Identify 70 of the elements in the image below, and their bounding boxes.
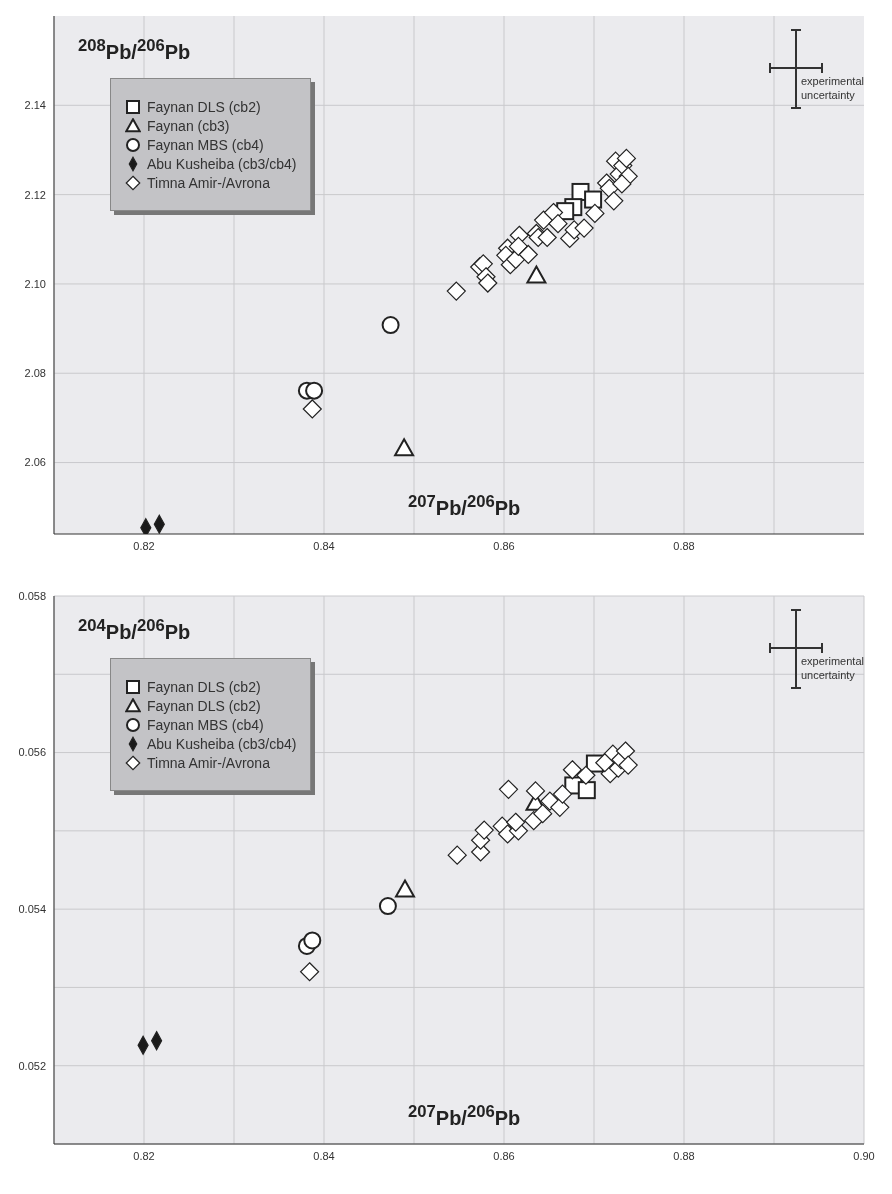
point	[616, 148, 636, 169]
y-tick-label: 2.06	[24, 456, 46, 469]
point	[585, 203, 605, 223]
point	[574, 218, 594, 238]
point	[612, 174, 632, 194]
point	[302, 399, 322, 419]
point	[378, 897, 397, 916]
y-tick-label: 0.052	[18, 1059, 46, 1072]
x-tick-label: 0.88	[673, 1149, 695, 1162]
point	[303, 931, 322, 950]
point	[534, 210, 554, 230]
point	[526, 265, 547, 284]
legend-label: Faynan DLS (cb2)	[147, 98, 261, 115]
point	[552, 784, 573, 804]
point	[576, 765, 596, 785]
legend-label: Timna Amir-/Avrona	[147, 174, 270, 191]
y-axis-title: $^{208}$Pb/$^{206}$Pb	[78, 36, 191, 64]
x-tick-label: 0.86	[493, 1149, 515, 1162]
y-tick-label: 0.058	[18, 589, 46, 602]
point	[447, 845, 467, 865]
point	[305, 381, 324, 400]
point	[506, 812, 526, 832]
point	[478, 273, 498, 293]
point	[140, 518, 152, 534]
y-tick-label: 2.08	[24, 367, 46, 380]
annotation: experimental uncertainty	[801, 654, 865, 682]
legend-label: Faynan (cb3)	[147, 117, 230, 134]
point	[474, 820, 494, 840]
x-tick-label: 0.90	[853, 1149, 875, 1162]
legend-label: Faynan MBS (cb4)	[147, 136, 264, 153]
point	[548, 214, 568, 234]
x-tick-label: 0.88	[673, 539, 695, 552]
point	[604, 191, 624, 211]
x-axis-title: $^{207}$Pb/$^{206}$Pb	[408, 492, 521, 520]
y-tick-label: 2.14	[24, 99, 46, 112]
x-tick-label: 0.82	[133, 539, 155, 552]
legend-label: Faynan DLS (cb2)	[147, 678, 261, 695]
legend-label: Faynan MBS (cb4)	[147, 716, 264, 733]
point	[577, 781, 596, 800]
point	[381, 316, 400, 335]
point	[550, 797, 570, 817]
point	[595, 753, 615, 773]
legend-label: Abu Kusheiba (cb3/cb4)	[147, 155, 297, 172]
point	[533, 804, 553, 824]
y-tick-label: 0.056	[18, 746, 46, 759]
point	[584, 190, 603, 209]
point	[518, 244, 538, 265]
point	[300, 962, 320, 982]
point	[615, 741, 636, 761]
x-tick-label: 0.84	[313, 539, 335, 552]
annotation: experimental uncertainty	[801, 74, 865, 102]
point	[525, 781, 546, 801]
point	[562, 760, 582, 780]
y-tick-label: 2.10	[24, 277, 46, 290]
point	[618, 755, 638, 775]
point	[394, 438, 415, 457]
legend-label: Faynan DLS (cb2)	[147, 697, 261, 714]
x-tick-label: 0.84	[313, 1149, 335, 1162]
y-tick-label: 2.12	[24, 188, 46, 201]
point	[537, 227, 557, 248]
y-axis-title: $^{204}$Pb/$^{206}$Pb	[78, 616, 191, 644]
point	[498, 779, 519, 799]
point	[446, 281, 466, 301]
x-axis-title: $^{207}$Pb/$^{206}$Pb	[408, 1102, 521, 1130]
point	[395, 879, 415, 898]
x-tick-label: 0.86	[493, 539, 515, 552]
legend-label: Timna Amir-/Avrona	[147, 754, 270, 771]
y-tick-label: 0.054	[18, 903, 46, 916]
x-tick-label: 0.82	[133, 1149, 155, 1162]
legend-label: Abu Kusheiba (cb3/cb4)	[147, 735, 297, 752]
